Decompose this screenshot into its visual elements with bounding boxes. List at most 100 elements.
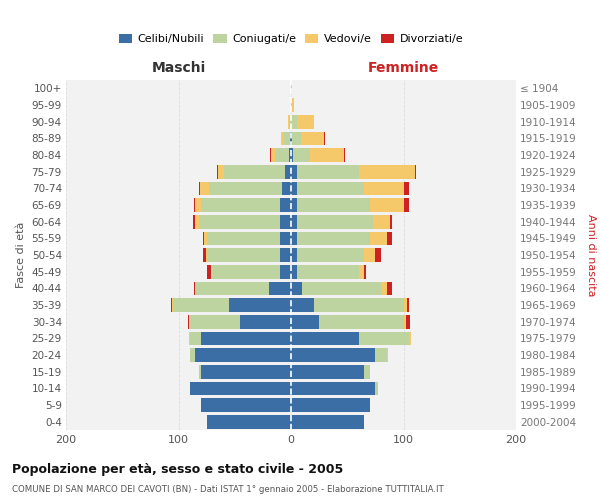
Bar bbox=[203, 232, 205, 245]
Bar bbox=[296, 248, 364, 262]
Bar bbox=[291, 282, 302, 295]
Bar bbox=[376, 248, 381, 262]
Bar bbox=[199, 182, 200, 195]
Bar bbox=[296, 165, 359, 178]
Bar bbox=[170, 298, 172, 312]
Bar bbox=[201, 332, 291, 345]
Bar bbox=[314, 298, 404, 312]
Bar bbox=[302, 282, 381, 295]
Bar bbox=[364, 365, 370, 378]
Bar bbox=[223, 165, 286, 178]
Bar bbox=[370, 232, 386, 245]
Bar bbox=[409, 332, 412, 345]
Bar bbox=[282, 182, 291, 195]
Bar bbox=[206, 415, 291, 428]
Bar bbox=[280, 198, 291, 212]
Bar bbox=[291, 332, 359, 345]
Bar bbox=[291, 198, 296, 212]
Bar bbox=[310, 148, 344, 162]
Bar bbox=[291, 298, 314, 312]
Text: COMUNE DI SAN MARCO DEI CAVOTI (BN) - Dati ISTAT 1° gennaio 2005 - Elaborazione : COMUNE DI SAN MARCO DEI CAVOTI (BN) - Da… bbox=[12, 485, 444, 494]
Bar bbox=[296, 232, 370, 245]
Bar bbox=[404, 315, 406, 328]
Text: Popolazione per età, sesso e stato civile - 2005: Popolazione per età, sesso e stato civil… bbox=[12, 462, 343, 475]
Bar bbox=[280, 215, 291, 228]
Y-axis label: Anni di nascita: Anni di nascita bbox=[586, 214, 596, 296]
Bar bbox=[292, 132, 301, 145]
Bar bbox=[296, 198, 370, 212]
Bar bbox=[291, 215, 296, 228]
Bar bbox=[386, 232, 392, 245]
Bar bbox=[291, 398, 370, 412]
Bar bbox=[172, 298, 173, 312]
Bar bbox=[217, 165, 218, 178]
Bar bbox=[407, 298, 409, 312]
Bar bbox=[188, 315, 190, 328]
Bar bbox=[291, 148, 293, 162]
Bar bbox=[206, 232, 280, 245]
Bar bbox=[386, 348, 388, 362]
Bar bbox=[291, 182, 296, 195]
Bar bbox=[319, 315, 404, 328]
Bar bbox=[196, 198, 201, 212]
Bar bbox=[291, 232, 296, 245]
Bar bbox=[291, 165, 296, 178]
Bar bbox=[206, 265, 211, 278]
Bar bbox=[359, 332, 409, 345]
Bar bbox=[293, 148, 310, 162]
Bar bbox=[291, 98, 292, 112]
Bar bbox=[291, 248, 296, 262]
Bar bbox=[364, 265, 367, 278]
Bar bbox=[205, 232, 206, 245]
Bar bbox=[188, 332, 190, 345]
Bar bbox=[194, 282, 196, 295]
Bar bbox=[193, 215, 196, 228]
Bar bbox=[296, 215, 373, 228]
Text: Maschi: Maschi bbox=[151, 61, 206, 75]
Bar bbox=[269, 148, 271, 162]
Bar bbox=[275, 148, 289, 162]
Bar bbox=[284, 132, 290, 145]
Bar bbox=[404, 182, 409, 195]
Bar bbox=[296, 115, 314, 128]
Bar bbox=[386, 282, 392, 295]
Bar bbox=[296, 182, 364, 195]
Bar bbox=[292, 98, 295, 112]
Bar bbox=[196, 215, 199, 228]
Bar bbox=[359, 265, 364, 278]
Bar bbox=[406, 315, 410, 328]
Bar bbox=[280, 265, 291, 278]
Bar bbox=[201, 365, 291, 378]
Bar bbox=[290, 132, 291, 145]
Bar bbox=[241, 315, 291, 328]
Bar bbox=[344, 148, 345, 162]
Bar bbox=[291, 115, 296, 128]
Bar bbox=[287, 115, 289, 128]
Bar bbox=[187, 315, 188, 328]
Bar bbox=[291, 315, 319, 328]
Bar bbox=[323, 132, 325, 145]
Bar bbox=[190, 332, 201, 345]
Bar bbox=[390, 215, 392, 228]
Bar bbox=[211, 265, 212, 278]
Bar bbox=[291, 265, 296, 278]
Bar bbox=[190, 315, 241, 328]
Bar bbox=[271, 148, 275, 162]
Bar bbox=[212, 265, 280, 278]
Bar bbox=[296, 265, 359, 278]
Bar bbox=[196, 348, 291, 362]
Bar bbox=[280, 248, 291, 262]
Bar bbox=[190, 382, 291, 395]
Bar bbox=[203, 248, 205, 262]
Bar bbox=[291, 82, 292, 95]
Bar bbox=[376, 348, 386, 362]
Bar bbox=[281, 132, 284, 145]
Bar bbox=[415, 165, 416, 178]
Bar bbox=[218, 165, 223, 178]
Bar bbox=[404, 298, 407, 312]
Bar bbox=[200, 182, 209, 195]
Text: Femmine: Femmine bbox=[368, 61, 439, 75]
Bar bbox=[201, 198, 280, 212]
Bar bbox=[199, 215, 280, 228]
Bar bbox=[196, 282, 269, 295]
